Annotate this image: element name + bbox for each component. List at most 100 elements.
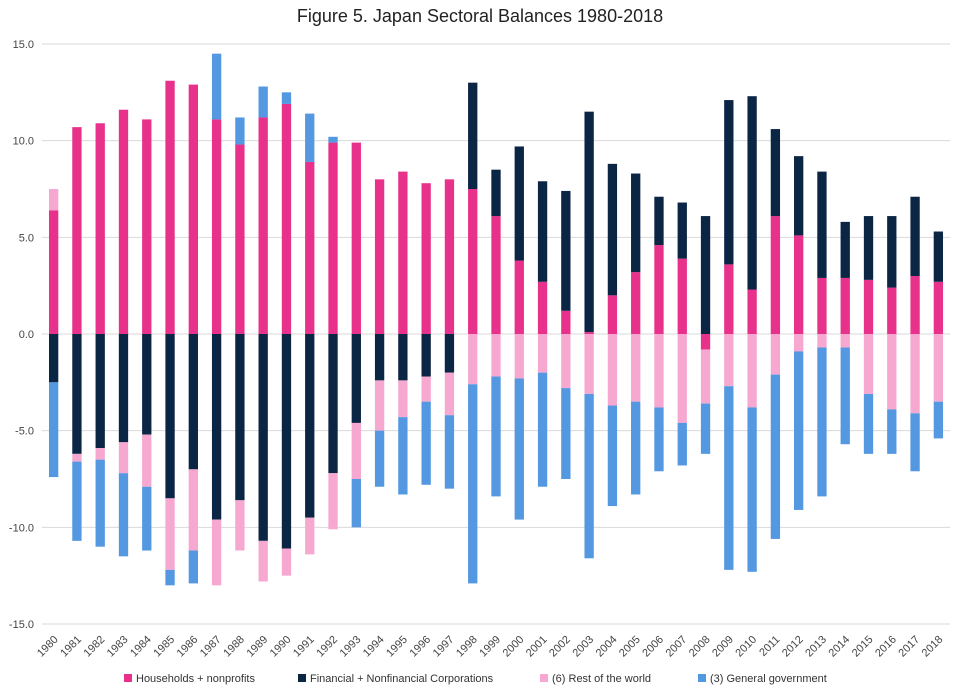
bar-segment xyxy=(444,372,455,416)
bar-segment xyxy=(72,461,82,541)
bar-segment xyxy=(188,469,198,551)
legend-label: (3) General government xyxy=(710,673,827,685)
bar-segment xyxy=(374,380,385,431)
x-tick-label: 2002 xyxy=(547,634,573,660)
bar-segment xyxy=(421,183,431,334)
bar-segment xyxy=(537,281,548,334)
bar-segment xyxy=(607,334,618,406)
legend-swatch xyxy=(540,674,548,682)
bar-segment xyxy=(724,100,734,265)
bar-segment xyxy=(48,210,59,334)
bar-segment xyxy=(631,272,641,334)
x-tick-label: 1981 xyxy=(58,634,84,660)
bar-segment xyxy=(817,347,827,497)
x-axis: 1980198119821983198419851986198719881989… xyxy=(35,634,946,660)
bar-segment xyxy=(444,179,455,334)
bar-segment xyxy=(514,146,524,261)
bar-segment xyxy=(584,334,594,394)
bar-segment xyxy=(677,258,687,334)
chart-title: Figure 5. Japan Sectoral Balances 1980-2… xyxy=(296,6,664,26)
bar-segment xyxy=(468,189,478,334)
bar-segment xyxy=(887,409,897,454)
bar-segment xyxy=(281,334,292,549)
bar-segment xyxy=(794,156,804,236)
bar-segment xyxy=(840,347,850,445)
legend-swatch xyxy=(298,674,306,682)
bar-segment xyxy=(374,334,385,381)
bar-segment xyxy=(887,287,897,334)
bar-segment xyxy=(235,334,245,501)
x-tick-label: 1994 xyxy=(361,634,387,660)
x-tick-label: 1989 xyxy=(245,634,271,660)
bar-segment xyxy=(607,163,618,296)
bar-segment xyxy=(910,413,920,472)
bar-segment xyxy=(747,96,757,290)
bar-segment xyxy=(328,334,338,474)
bar-segment xyxy=(770,216,781,334)
bar-segment xyxy=(48,334,59,383)
bar-segment xyxy=(840,277,850,334)
bar-segment xyxy=(142,119,152,335)
bar-segment xyxy=(700,403,711,454)
bar-segment xyxy=(700,349,711,404)
bar-segment xyxy=(910,276,920,334)
legend: Households + nonprofits Financial + Nonfi… xyxy=(124,673,827,685)
bar-segment xyxy=(258,540,268,582)
y-tick-label: -15.0 xyxy=(9,619,34,631)
bar-segment xyxy=(491,169,501,217)
bar-segment xyxy=(724,264,734,334)
bar-segment xyxy=(351,479,361,528)
bar-segment xyxy=(910,196,920,276)
x-tick-label: 1991 xyxy=(291,634,317,660)
y-axis: 15.0 10.0 5.0 0.0 -5.0 -10.0 -15.0 xyxy=(9,39,34,631)
bar-segment xyxy=(142,434,152,487)
bar-segment xyxy=(351,142,361,334)
bar-segment xyxy=(468,384,478,584)
bar-segment xyxy=(118,334,129,443)
bar-segment xyxy=(514,260,524,334)
bar-segment xyxy=(491,334,501,377)
bar-segment xyxy=(677,422,687,466)
bar-segment xyxy=(72,127,82,334)
bar-segment xyxy=(817,171,827,278)
x-tick-label: 1993 xyxy=(338,634,364,660)
bar-segment xyxy=(188,84,198,334)
x-tick-label: 2014 xyxy=(827,634,853,660)
bar-segment xyxy=(631,173,641,273)
x-tick-label: 2016 xyxy=(873,634,899,660)
bar-segment xyxy=(631,401,641,495)
x-tick-label: 2005 xyxy=(617,634,643,660)
x-tick-label: 1995 xyxy=(384,634,410,660)
bar-segment xyxy=(48,189,59,211)
legend-label: Financial + Nonfinancial Corporations xyxy=(310,673,494,685)
bar-segment xyxy=(118,473,129,557)
bar-segment xyxy=(654,245,664,334)
bar-segment xyxy=(747,407,757,572)
x-tick-label: 1992 xyxy=(314,634,340,660)
bar-segment xyxy=(165,334,175,499)
bar-segment xyxy=(468,334,478,385)
bar-segment xyxy=(328,136,338,143)
bar-segment xyxy=(747,289,757,334)
bar-segment xyxy=(258,86,268,118)
bar-segment xyxy=(118,109,129,334)
bar-segment xyxy=(584,393,594,559)
x-tick-label: 2017 xyxy=(896,634,922,660)
bar-segment xyxy=(910,334,920,414)
x-tick-label: 2009 xyxy=(710,634,736,660)
y-tick-label: 10.0 xyxy=(13,136,34,148)
bar-segment xyxy=(398,417,408,495)
bar-segment xyxy=(770,374,781,539)
bar-segment xyxy=(887,334,897,410)
x-tick-label: 1980 xyxy=(35,634,61,660)
bar-segment xyxy=(514,334,524,379)
x-tick-label: 1990 xyxy=(268,634,294,660)
bar-segment xyxy=(398,380,408,418)
bar-segment xyxy=(165,498,175,570)
bar-segment xyxy=(142,486,152,551)
bar-segment xyxy=(607,405,618,507)
x-tick-label: 2015 xyxy=(850,634,876,660)
x-tick-label: 2008 xyxy=(687,634,713,660)
bar-segment xyxy=(95,459,105,547)
